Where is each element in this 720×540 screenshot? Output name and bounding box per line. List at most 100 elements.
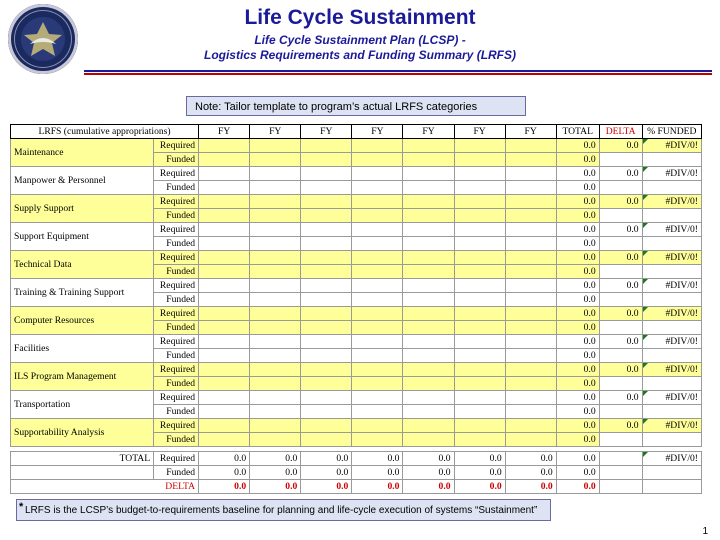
percent-funded-cell (641, 180, 703, 195)
delta-cell: 0.0 (598, 418, 643, 433)
fy-cell (249, 306, 302, 321)
percent-funded-cell: #DIV/0! (641, 250, 703, 265)
category-label: Supportability Analysis (9, 418, 155, 447)
fy-cell (249, 250, 302, 265)
fy-cell (402, 236, 455, 251)
percent-funded-cell (641, 348, 703, 363)
fy-cell (453, 306, 506, 321)
fy-cell (198, 320, 251, 335)
delta-cell: 0.0 (598, 138, 643, 153)
fy-cell (504, 292, 557, 307)
category-label: Technical Data (9, 250, 155, 279)
funded-label: Funded (153, 208, 200, 223)
header-divider-blue (84, 70, 712, 72)
fy-cell (249, 264, 302, 279)
fy-cell (504, 208, 557, 223)
total-cell: 0.0 (555, 166, 600, 181)
lrfs-table: LRFS (cumulative appropriations) FY FY F… (9, 124, 703, 494)
total-cell: 0.0 (555, 390, 600, 405)
fy-cell (504, 222, 557, 237)
delta-cell: 0.0 (598, 390, 643, 405)
required-label: Required (153, 390, 200, 405)
page-title: Life Cycle Sustainment (244, 6, 476, 29)
fy-cell (504, 250, 557, 265)
fy-cell (504, 264, 557, 279)
fy-cell (402, 334, 455, 349)
fy-cell (351, 152, 404, 167)
delta-cell (598, 264, 643, 279)
fy-cell (453, 208, 506, 223)
delta-cell: 0.0 (598, 362, 643, 377)
fy-cell (198, 250, 251, 265)
fy-total-cell: 0.0 (300, 465, 353, 480)
fy-cell (198, 292, 251, 307)
fy-cell (198, 264, 251, 279)
fy-cell (300, 348, 353, 363)
total-cell: 0.0 (555, 222, 600, 237)
total-delta-cell: 0.0 (555, 479, 600, 494)
fy-cell (249, 292, 302, 307)
fy-cell (504, 362, 557, 377)
fy-cell (453, 404, 506, 419)
fy-cell (402, 278, 455, 293)
category-label: ILS Program Management (9, 362, 155, 391)
delta-cell (598, 208, 643, 223)
fy-cell (402, 264, 455, 279)
fy-cell (351, 306, 404, 321)
fy-delta-cell: 0.0 (198, 479, 251, 494)
fy-cell (504, 348, 557, 363)
delta-label: DELTA (9, 479, 200, 494)
fy-cell (504, 418, 557, 433)
fy-cell (300, 194, 353, 209)
fy-cell (402, 432, 455, 447)
fy-cell (402, 320, 455, 335)
fy-cell (504, 334, 557, 349)
required-label: Required (153, 222, 200, 237)
category-label: Training & Training Support (9, 278, 155, 307)
page-number: 1 (702, 526, 708, 537)
fy-cell (249, 236, 302, 251)
fy-cell (402, 306, 455, 321)
category-label: Maintenance (9, 138, 155, 167)
fy-cell (249, 334, 302, 349)
fy-cell (453, 334, 506, 349)
percent-funded-cell: #DIV/0! (641, 138, 703, 153)
fy-cell (453, 390, 506, 405)
fy-total-cell: 0.0 (249, 451, 302, 466)
fy-cell (198, 222, 251, 237)
funded-label: Funded (153, 152, 200, 167)
fy-cell (402, 292, 455, 307)
header-fy: FY (198, 124, 251, 139)
total-row-required: TOTAL Required 0.0 0.0 0.0 0.0 0.0 0.0 0.0 0.0 #DI… (9, 451, 703, 466)
fy-cell (402, 222, 455, 237)
fy-cell (300, 166, 353, 181)
fy-cell (402, 348, 455, 363)
fy-cell (300, 320, 353, 335)
header-fy: FY (402, 124, 455, 139)
fy-cell (351, 264, 404, 279)
required-label: Required (153, 334, 200, 349)
fy-cell (351, 166, 404, 181)
funded-label: Funded (153, 236, 200, 251)
fy-total-cell: 0.0 (249, 465, 302, 480)
fy-cell (198, 180, 251, 195)
funded-label: Funded (153, 465, 200, 480)
fy-cell (249, 390, 302, 405)
fy-cell (198, 236, 251, 251)
fy-cell (453, 152, 506, 167)
fy-cell (453, 222, 506, 237)
fy-cell (249, 348, 302, 363)
delta-cell: 0.0 (598, 194, 643, 209)
fy-cell (402, 390, 455, 405)
fy-cell (300, 138, 353, 153)
funded-label: Funded (153, 376, 200, 391)
funded-label: Funded (153, 432, 200, 447)
fy-total-cell: 0.0 (402, 451, 455, 466)
fy-cell (351, 222, 404, 237)
fy-cell (504, 138, 557, 153)
fy-delta-cell: 0.0 (351, 479, 404, 494)
fy-cell (249, 418, 302, 433)
header-delta: DELTA (598, 124, 643, 139)
fy-cell (351, 348, 404, 363)
funded-label: Funded (153, 292, 200, 307)
